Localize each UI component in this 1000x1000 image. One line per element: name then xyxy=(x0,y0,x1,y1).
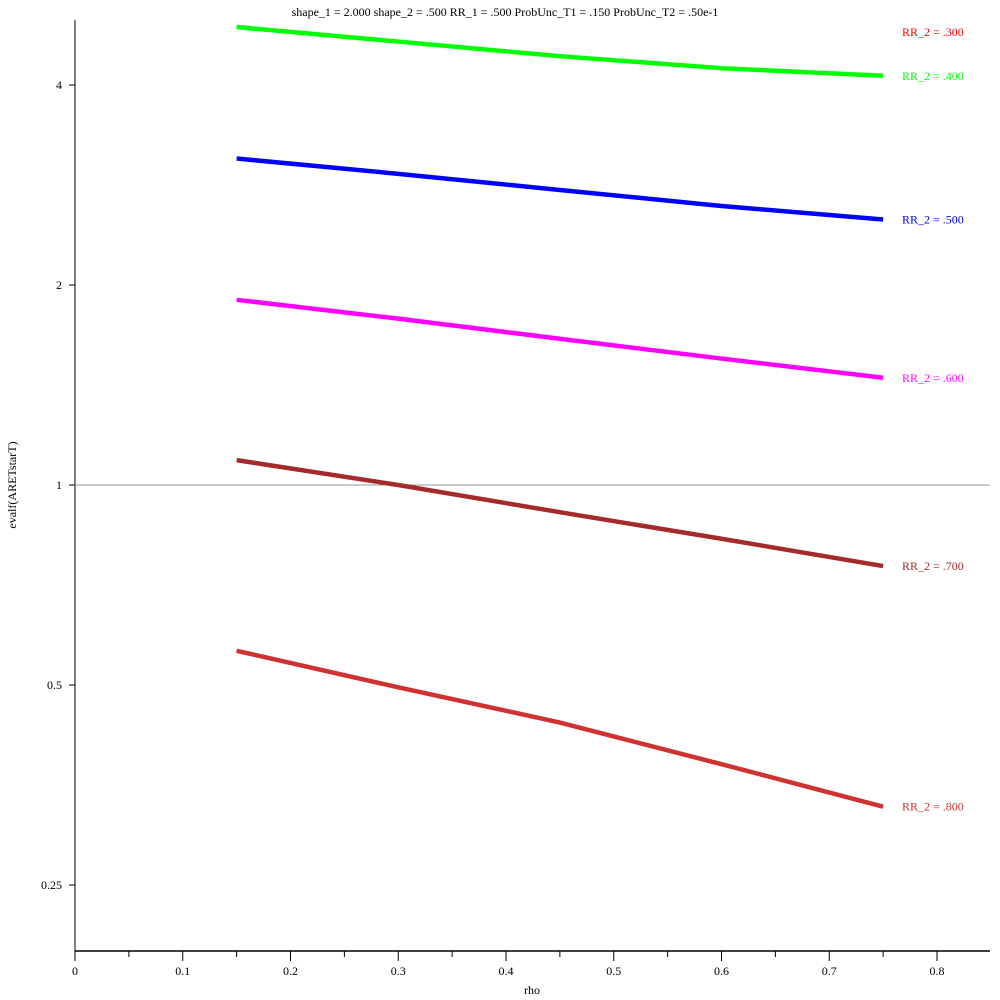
x-tick-label: 0.2 xyxy=(283,964,298,978)
series-line xyxy=(236,648,884,809)
y-tick-label: 1 xyxy=(56,478,62,492)
series-label: RR_2 = .700 xyxy=(902,559,964,573)
x-tick-label: 0.1 xyxy=(175,964,190,978)
y-tick-label: 4 xyxy=(56,78,62,92)
series-line xyxy=(236,156,884,222)
x-tick-label: 0.7 xyxy=(822,964,837,978)
y-tick-label: 2 xyxy=(56,278,62,292)
y-tick-label: 0.5 xyxy=(47,678,62,692)
series-line xyxy=(236,457,884,569)
x-tick-label: 0.5 xyxy=(606,964,621,978)
series-label: RR_2 = .600 xyxy=(902,371,964,385)
x-tick-label: 0.3 xyxy=(391,964,406,978)
x-tick-label: 0 xyxy=(72,964,78,978)
chart-title: shape_1 = 2.000 shape_2 = .500 RR_1 = .5… xyxy=(292,5,719,19)
series-label: RR_2 = .300 xyxy=(902,25,964,39)
x-tick-label: 0.8 xyxy=(930,964,945,978)
x-tick-label: 0.4 xyxy=(499,964,514,978)
series-label: RR_2 = .500 xyxy=(902,212,964,226)
y-axis-label: evalf(ARETstarT) xyxy=(5,441,19,528)
series-label: RR_2 = .800 xyxy=(902,800,964,814)
x-axis-label: rho xyxy=(524,983,540,997)
series-line xyxy=(236,297,884,381)
series-label: RR_2 = .400 xyxy=(902,69,964,83)
x-tick-label: 0.6 xyxy=(714,964,729,978)
series-line xyxy=(236,24,884,79)
y-tick-label: 0.25 xyxy=(41,878,62,892)
